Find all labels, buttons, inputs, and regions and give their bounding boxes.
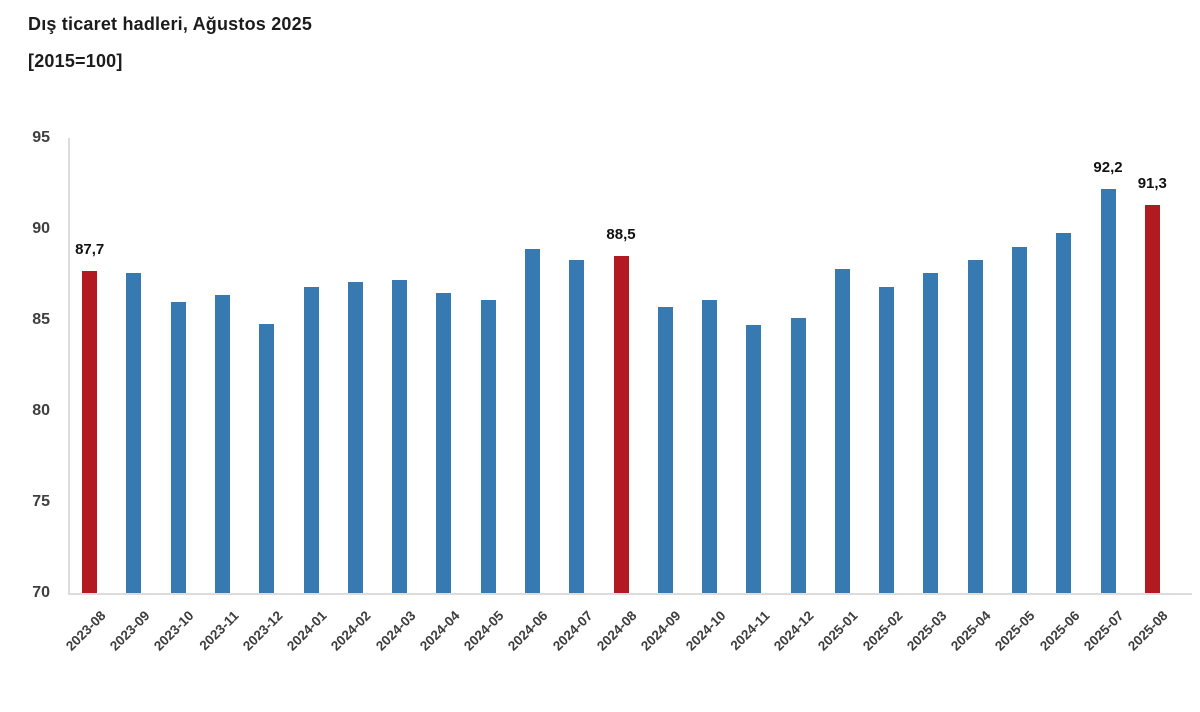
x-tick-2024-03: 2024-03 bbox=[372, 608, 419, 654]
chart-subtitle: [2015=100] bbox=[28, 51, 123, 71]
x-tick-2025-07: 2025-07 bbox=[1080, 608, 1127, 654]
x-tick-2024-12: 2024-12 bbox=[771, 608, 817, 654]
x-tick-2024-10: 2024-10 bbox=[682, 608, 729, 654]
value-label-2024-08: 88,5 bbox=[606, 226, 636, 244]
bar-2025-02 bbox=[879, 287, 895, 593]
x-tick-2023-08: 2023-08 bbox=[62, 608, 109, 654]
bar-2025-05 bbox=[1011, 247, 1027, 593]
bar-2023-09 bbox=[126, 272, 142, 593]
y-axis-line bbox=[68, 138, 70, 593]
x-tick-2025-06: 2025-06 bbox=[1036, 608, 1083, 654]
x-tick-2023-12: 2023-12 bbox=[239, 608, 286, 654]
bar-2025-06 bbox=[1056, 232, 1072, 593]
y-tick-90: 90 bbox=[32, 220, 50, 237]
bar-2023-12 bbox=[259, 323, 275, 593]
y-tick-75: 75 bbox=[32, 493, 50, 510]
bar-2023-08 bbox=[82, 270, 98, 593]
bar-2024-07 bbox=[569, 259, 585, 593]
bar-2024-10 bbox=[702, 299, 718, 593]
x-tick-2025-01: 2025-01 bbox=[815, 608, 861, 654]
x-tick-2025-05: 2025-05 bbox=[992, 608, 1039, 654]
x-axis-line bbox=[68, 593, 1192, 595]
y-tick-85: 85 bbox=[32, 311, 50, 328]
value-label-2023-08: 87,7 bbox=[75, 240, 105, 258]
bar-2024-03 bbox=[392, 279, 408, 593]
x-tick-2024-02: 2024-02 bbox=[328, 608, 374, 654]
x-tick-2024-09: 2024-09 bbox=[638, 608, 684, 654]
bar-2024-09 bbox=[657, 307, 673, 593]
bar-2024-08 bbox=[613, 256, 629, 593]
chart-title: Dış ticaret hadleri, Ağustos 2025 bbox=[28, 14, 313, 34]
bar-2024-02 bbox=[347, 281, 363, 593]
bar-2025-03 bbox=[923, 272, 939, 593]
bar-2024-12 bbox=[790, 318, 806, 593]
x-tick-2025-03: 2025-03 bbox=[903, 608, 950, 654]
bar-2024-05 bbox=[480, 299, 496, 593]
bar-2025-07 bbox=[1100, 188, 1116, 593]
bar-2024-11 bbox=[746, 325, 762, 593]
bar-2023-10 bbox=[170, 301, 186, 593]
bar-2025-04 bbox=[967, 259, 983, 593]
x-tick-2024-07: 2024-07 bbox=[549, 608, 596, 654]
x-tick-2024-11: 2024-11 bbox=[727, 608, 773, 654]
bar-2025-01 bbox=[834, 269, 850, 593]
x-tick-2024-04: 2024-04 bbox=[416, 608, 463, 654]
bar-2023-11 bbox=[215, 294, 231, 593]
x-tick-2024-05: 2024-05 bbox=[461, 608, 507, 654]
x-tick-2025-08: 2025-08 bbox=[1125, 608, 1171, 654]
bar-2024-04 bbox=[436, 292, 452, 593]
bar-2025-08 bbox=[1144, 205, 1160, 593]
bar-2024-06 bbox=[524, 249, 540, 593]
y-tick-80: 80 bbox=[32, 402, 50, 419]
x-tick-2024-08: 2024-08 bbox=[593, 608, 640, 654]
x-tick-2023-11: 2023-11 bbox=[195, 608, 242, 654]
value-label-2025-08: 91,3 bbox=[1137, 175, 1167, 193]
bar-2024-01 bbox=[303, 287, 319, 593]
x-tick-2025-02: 2025-02 bbox=[859, 608, 906, 654]
x-tick-2023-10: 2023-10 bbox=[151, 608, 197, 654]
x-tick-2025-04: 2025-04 bbox=[948, 608, 994, 654]
value-label-2025-07: 92,2 bbox=[1093, 158, 1123, 176]
x-tick-2024-06: 2024-06 bbox=[505, 608, 552, 654]
y-tick-70: 70 bbox=[32, 584, 50, 601]
y-tick-95: 95 bbox=[32, 129, 50, 146]
x-tick-2023-09: 2023-09 bbox=[106, 608, 153, 654]
x-tick-2024-01: 2024-01 bbox=[284, 608, 330, 654]
